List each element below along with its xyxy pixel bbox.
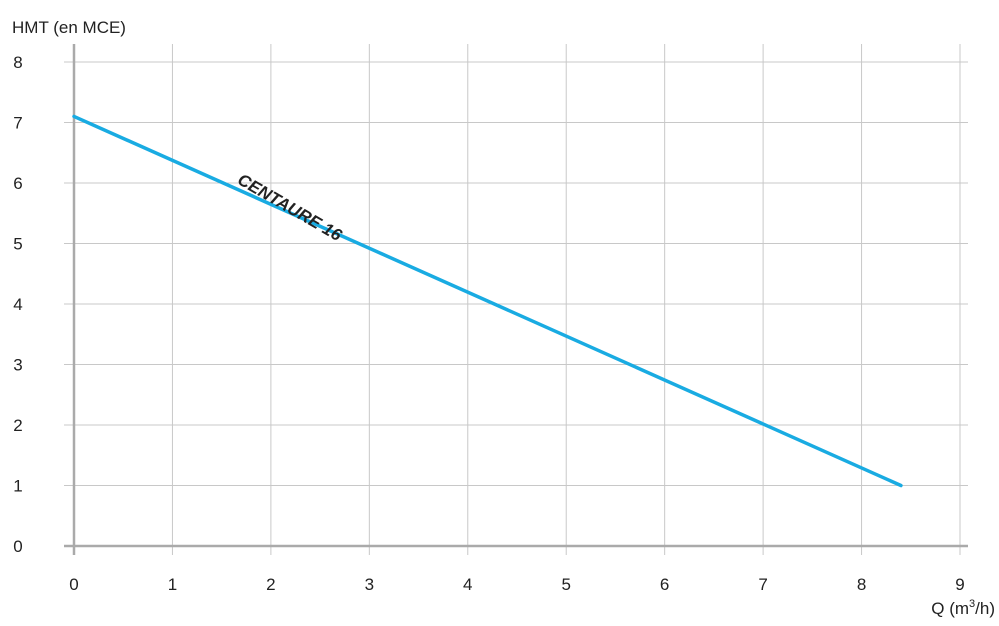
series-lines: CENTAURE 16: [72, 114, 903, 488]
x-tick-label: 4: [463, 575, 472, 594]
y-tick-label: 4: [13, 295, 22, 314]
x-axis-title-superscript: 3: [969, 598, 975, 610]
x-axis-title-main: Q (m: [931, 599, 969, 618]
y-tick-label: 6: [13, 174, 22, 193]
y-tick-label: 7: [13, 114, 22, 133]
y-tick-label: 2: [13, 416, 22, 435]
x-tick-label: 0: [69, 575, 78, 594]
x-tick-label: 6: [660, 575, 669, 594]
series-label: CENTAURE 16: [234, 170, 345, 245]
x-tick-label: 7: [758, 575, 767, 594]
y-tick-label: 0: [13, 537, 22, 556]
x-tick-label: 9: [955, 575, 964, 594]
y-tick-label: 3: [13, 356, 22, 375]
x-tick-labels: 0 1 2 3 4 5 6 7 8 9: [69, 575, 964, 594]
y-tick-label: 8: [13, 53, 22, 72]
y-tick-label: 1: [13, 477, 22, 496]
x-tick-label: 5: [561, 575, 570, 594]
x-tick-label: 8: [857, 575, 866, 594]
y-tick-labels: 0 1 2 3 4 5 6 7 8: [13, 53, 22, 556]
x-tick-label: 2: [266, 575, 275, 594]
x-axis-title-tail: /h): [975, 599, 995, 618]
x-axis-title: Q (m3/h): [931, 598, 995, 618]
x-tick-label: 3: [365, 575, 374, 594]
y-tick-label: 5: [13, 235, 22, 254]
series-line: [72, 114, 903, 488]
grid-lines: [64, 44, 968, 555]
y-axis-title: HMT (en MCE): [12, 18, 126, 37]
x-tick-label: 1: [168, 575, 177, 594]
